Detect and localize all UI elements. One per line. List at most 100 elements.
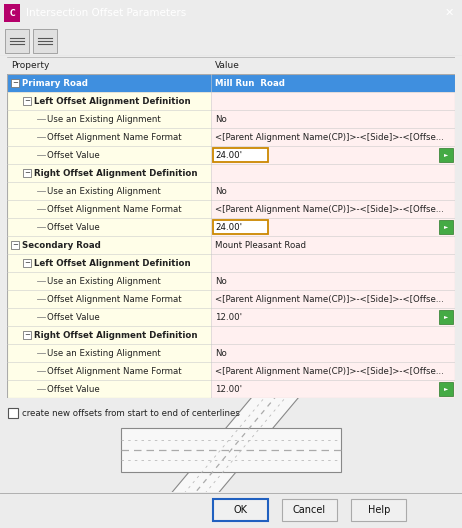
Text: −: − (24, 170, 30, 176)
Bar (4, 4, 20, 22)
Bar (7, 380, 455, 398)
Bar (439, 310, 453, 324)
Bar (211, 110, 455, 128)
Text: ►: ► (444, 224, 448, 230)
Bar (211, 290, 455, 308)
Bar (211, 92, 455, 110)
Bar (7, 200, 455, 218)
Bar (7, 146, 455, 164)
Bar (213, 499, 268, 521)
Bar (213, 220, 268, 234)
Text: No: No (215, 186, 226, 195)
Bar (211, 272, 455, 290)
Text: Offset Alignment Name Format: Offset Alignment Name Format (47, 133, 182, 142)
Text: Use an Existing Alignment: Use an Existing Alignment (47, 186, 161, 195)
Text: Offset Value: Offset Value (47, 150, 100, 159)
Text: ►: ► (444, 386, 448, 391)
Bar (211, 308, 455, 326)
FancyBboxPatch shape (33, 29, 57, 53)
Text: No: No (215, 277, 226, 286)
Bar (7, 308, 455, 326)
Bar (11, 79, 19, 87)
Bar (211, 164, 455, 182)
Text: Mill Run  Road: Mill Run Road (215, 79, 285, 88)
Bar (7, 164, 455, 182)
Bar (7, 236, 455, 254)
Text: Secondary Road: Secondary Road (22, 240, 101, 250)
Bar (7, 344, 455, 362)
Bar (7, 182, 455, 200)
Bar (7, 326, 455, 344)
Text: 24.00': 24.00' (216, 222, 243, 231)
Polygon shape (140, 346, 322, 528)
Bar (7, 128, 455, 146)
Text: <[Parent Alignment Name(CP)]>-<[Side]>-<[Offse...: <[Parent Alignment Name(CP)]>-<[Side]>-<… (215, 133, 444, 142)
Bar (439, 220, 453, 234)
Text: Offset Alignment Name Format: Offset Alignment Name Format (47, 295, 182, 304)
Bar (211, 380, 455, 398)
Bar (7, 74, 455, 92)
Text: Help: Help (368, 505, 390, 515)
Text: Value: Value (215, 61, 240, 70)
Bar (211, 362, 455, 380)
Text: 24.00': 24.00' (216, 150, 243, 159)
Text: Offset Value: Offset Value (47, 313, 100, 322)
Text: −: − (24, 332, 30, 338)
Bar (8, 408, 18, 418)
Bar (23, 169, 31, 177)
Bar (7, 272, 455, 290)
Bar (211, 254, 455, 272)
Bar (439, 382, 453, 396)
Bar (439, 148, 453, 162)
Bar (211, 146, 455, 164)
Bar (11, 241, 19, 249)
Text: Right Offset Alignment Definition: Right Offset Alignment Definition (34, 331, 197, 340)
Bar (282, 499, 337, 521)
Text: Left Offset Alignment Definition: Left Offset Alignment Definition (34, 97, 191, 106)
Text: 12.00': 12.00' (215, 384, 242, 393)
Text: Use an Existing Alignment: Use an Existing Alignment (47, 277, 161, 286)
Text: <[Parent Alignment Name(CP)]>-<[Side]>-<[Offse...: <[Parent Alignment Name(CP)]>-<[Side]>-<… (215, 204, 444, 213)
Bar (211, 236, 455, 254)
Text: create new offsets from start to end of centerlines: create new offsets from start to end of … (22, 409, 240, 418)
Bar (23, 331, 31, 339)
Text: Offset Value: Offset Value (47, 384, 100, 393)
Bar (7, 218, 455, 236)
Text: Use an Existing Alignment: Use an Existing Alignment (47, 115, 161, 124)
Text: Primary Road: Primary Road (22, 79, 88, 88)
Text: <[Parent Alignment Name(CP)]>-<[Side]>-<[Offse...: <[Parent Alignment Name(CP)]>-<[Side]>-<… (215, 366, 444, 375)
Text: −: − (12, 80, 18, 86)
Bar (211, 326, 455, 344)
Text: −: − (24, 98, 30, 104)
Text: Offset Value: Offset Value (47, 222, 100, 231)
Bar (23, 259, 31, 267)
Text: Property: Property (11, 61, 49, 70)
Bar (7, 92, 455, 110)
FancyBboxPatch shape (5, 29, 29, 53)
Text: Right Offset Alignment Definition: Right Offset Alignment Definition (34, 168, 197, 177)
Bar (7, 254, 455, 272)
Bar (211, 218, 455, 236)
Bar (121, 428, 341, 472)
Text: No: No (215, 115, 226, 124)
Bar (211, 182, 455, 200)
Text: Offset Alignment Name Format: Offset Alignment Name Format (47, 366, 182, 375)
Bar (213, 148, 268, 162)
Text: ✕: ✕ (444, 8, 454, 18)
Text: ►: ► (444, 315, 448, 319)
Text: OK: OK (233, 505, 247, 515)
Text: ►: ► (444, 153, 448, 157)
Text: −: − (24, 260, 30, 266)
Text: C: C (9, 8, 15, 17)
Bar (7, 362, 455, 380)
Bar (211, 200, 455, 218)
Text: Intersection Offset Parameters: Intersection Offset Parameters (26, 8, 186, 18)
Bar (351, 499, 407, 521)
Bar (211, 128, 455, 146)
Text: 12.00': 12.00' (215, 313, 242, 322)
Text: Left Offset Alignment Definition: Left Offset Alignment Definition (34, 259, 191, 268)
Bar (23, 97, 31, 105)
Text: <[Parent Alignment Name(CP)]>-<[Side]>-<[Offse...: <[Parent Alignment Name(CP)]>-<[Side]>-<… (215, 295, 444, 304)
Text: Cancel: Cancel (293, 505, 326, 515)
Text: −: − (12, 242, 18, 248)
